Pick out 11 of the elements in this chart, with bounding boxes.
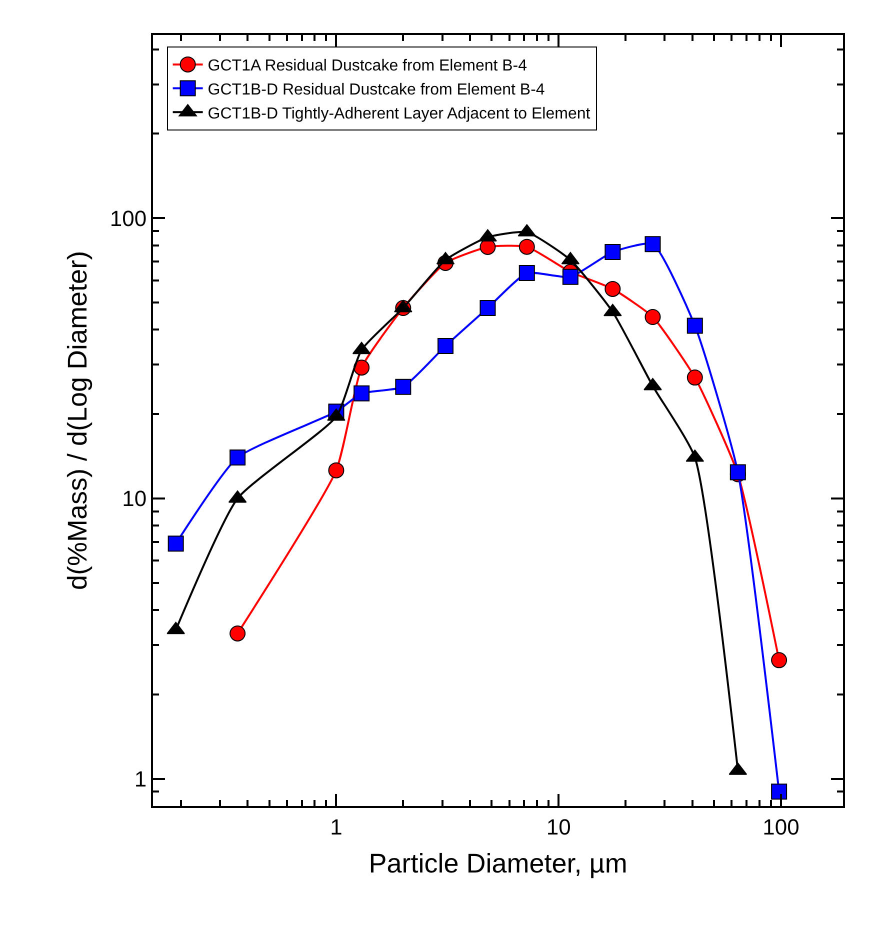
legend-label: GCT1A Residual Dustcake from Element B-4 [208, 58, 528, 75]
y-tick-label: 10 [122, 486, 147, 512]
legend-label: GCT1B-D Residual Dustcake from Element B-4 [208, 82, 545, 99]
x-tick-label: 100 [762, 814, 800, 840]
y-tick-label: 100 [110, 206, 147, 231]
y-tick-label: 1 [134, 766, 147, 792]
legend-label: GCT1B-D Tightly-Adherent Layer Adjacent to Element [208, 105, 591, 122]
y-axis-title: d(%Mass) / d(Log Diameter) [62, 250, 92, 590]
x-tick-label: 10 [546, 814, 571, 840]
x-axis-title: Particle Diameter, µm [368, 848, 628, 878]
x-tick-label: 1 [330, 814, 342, 840]
